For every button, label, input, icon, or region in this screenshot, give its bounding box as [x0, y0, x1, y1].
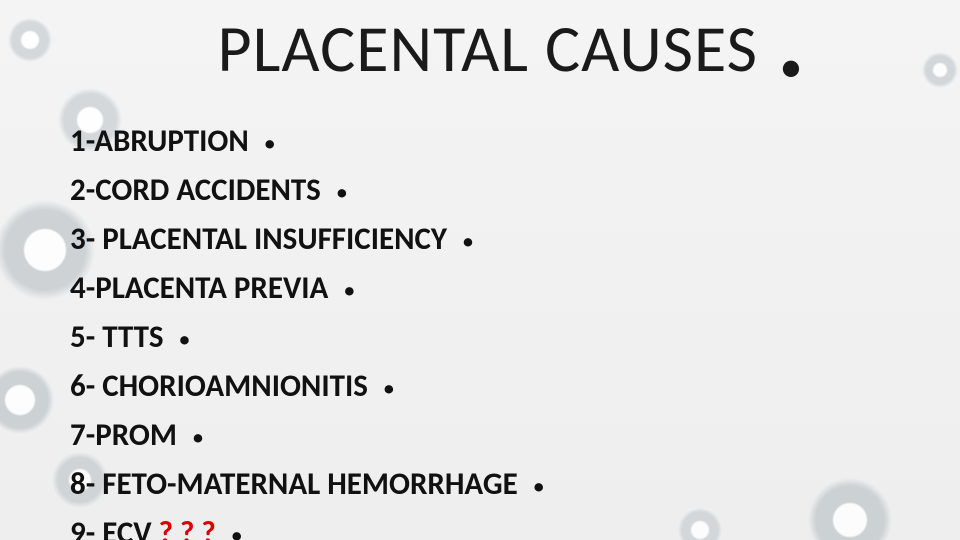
list-item: 5- TTTS •: [70, 314, 545, 363]
bullet-icon: •: [336, 178, 348, 207]
bullet-icon: •: [533, 472, 545, 501]
item-text: 3- PLACENTAL INSUFFICIENCY: [70, 220, 447, 258]
list-item: 9- ECV ? ? ? •: [70, 510, 545, 540]
list-item: 8- FETO-MATERNAL HEMORRHAGE •: [70, 461, 545, 510]
slide: PLACENTAL CAUSES • 1-ABRUPTION • 2-CORD …: [0, 0, 960, 540]
list-item: 3- PLACENTAL INSUFFICIENCY •: [70, 216, 545, 265]
list-item: 4-PLACENTA PREVIA •: [70, 265, 545, 314]
list-item: 2-CORD ACCIDENTS •: [70, 167, 545, 216]
title-bullet-icon: •: [780, 39, 803, 95]
item-text: 6- CHORIOAMNIONITIS: [70, 367, 368, 405]
bullet-icon: •: [179, 325, 191, 354]
bullet-icon: •: [462, 227, 474, 256]
list-item: 6- CHORIOAMNIONITIS •: [70, 363, 545, 412]
title-row: PLACENTAL CAUSES •: [0, 8, 960, 95]
bullet-icon: •: [343, 276, 355, 305]
bullet-icon: •: [383, 374, 395, 403]
item-text: 7-PROM: [70, 416, 177, 454]
item-text: 9- ECV: [70, 514, 159, 540]
item-highlight: ? ? ?: [159, 514, 216, 540]
item-text: 8- FETO-MATERNAL HEMORRHAGE: [70, 465, 518, 503]
causes-list: 1-ABRUPTION • 2-CORD ACCIDENTS • 3- PLAC…: [70, 118, 545, 540]
item-text: 5- TTTS: [70, 318, 164, 356]
bullet-icon: •: [231, 521, 243, 540]
item-text: 2-CORD ACCIDENTS: [70, 171, 321, 209]
slide-title: PLACENTAL CAUSES: [158, 8, 758, 89]
list-item: 7-PROM •: [70, 412, 545, 461]
list-item: 1-ABRUPTION •: [70, 118, 545, 167]
bullet-icon: •: [192, 423, 204, 452]
bullet-icon: •: [264, 129, 276, 158]
item-text: 4-PLACENTA PREVIA: [70, 269, 328, 307]
item-text: 1-ABRUPTION: [70, 122, 249, 160]
